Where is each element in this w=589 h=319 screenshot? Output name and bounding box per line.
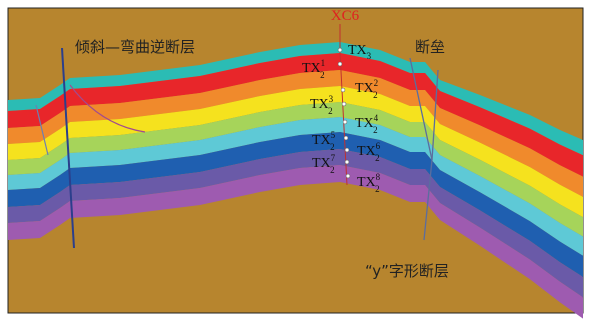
well-point (346, 174, 350, 178)
layer-main: TX (355, 81, 374, 96)
layer-main: TX (355, 116, 374, 131)
layer-sub: 2 (373, 90, 378, 100)
well-point (338, 62, 342, 66)
well-point (341, 88, 345, 92)
layer-sub: 2 (330, 165, 335, 175)
layer-sup: 3 (329, 94, 334, 104)
layer-main: TX (348, 43, 367, 58)
layer-sup: 7 (331, 153, 336, 163)
fault-label: “y”字形断层 (365, 262, 449, 280)
well-label: XC6 (331, 8, 360, 24)
layer-sup: 6 (376, 141, 381, 151)
well-point (345, 160, 349, 164)
well-point (342, 102, 346, 106)
layer-sub: 3 (367, 51, 372, 61)
layer-main: TX (312, 133, 331, 148)
well-point (345, 148, 349, 152)
layer-sup: 2 (374, 78, 379, 88)
fault-label: 倾斜—弯曲逆断层 (75, 38, 195, 56)
well-point (343, 120, 347, 124)
layer-main: TX (357, 144, 376, 159)
layer-sup: 4 (374, 113, 379, 123)
layer-main: TX (312, 156, 331, 171)
layer-sub: 2 (328, 106, 333, 116)
well-point (344, 136, 348, 140)
layer-sup: 5 (331, 130, 336, 140)
well-point (338, 48, 342, 52)
layer-sup: 8 (376, 172, 381, 182)
layer-sub: 2 (330, 142, 335, 152)
cross-section: XC6 倾斜—弯曲逆断层 断垒 “y”字形断层 TX3TX12TX22TX32T… (0, 0, 589, 319)
layer-main: TX (357, 175, 376, 190)
layer-sup: 1 (321, 58, 326, 68)
fault-label: 断垒 (415, 38, 445, 56)
layer-sub: 2 (373, 125, 378, 135)
layer-main: TX (302, 61, 321, 76)
layer-sub: 2 (375, 153, 380, 163)
layer-main: TX (310, 97, 329, 112)
layer-sub: 2 (375, 184, 380, 194)
layer-sub: 2 (320, 70, 325, 80)
